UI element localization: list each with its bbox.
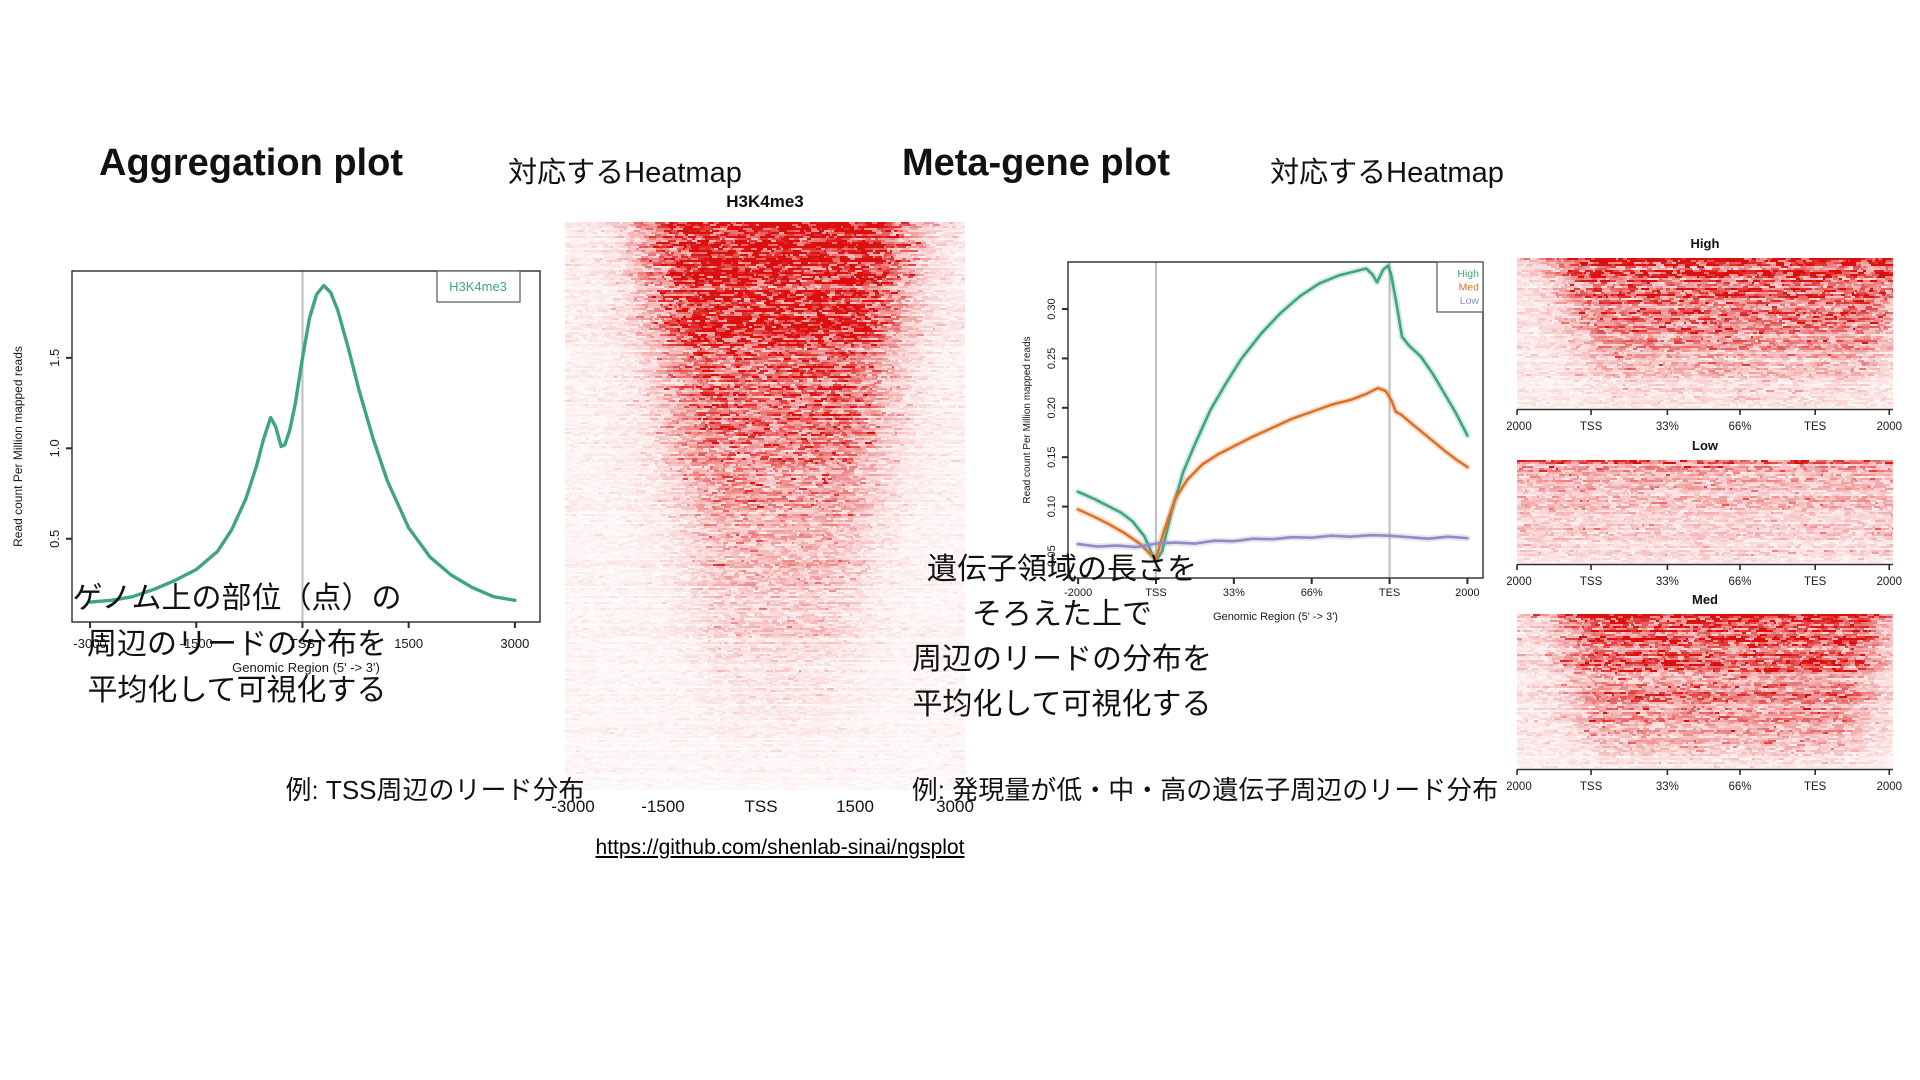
h3k4me3-heatmap (565, 222, 965, 790)
svg-text:2000: 2000 (1876, 421, 1902, 433)
right-example-caption: 例: 発現量が低・中・高の遺伝子周辺のリード分布 (911, 775, 1499, 805)
left-note-line: 周辺のリードの分布を (87, 628, 387, 661)
left-heatmap-tick-label: -1500 (641, 797, 685, 816)
heatmap-low (1517, 460, 1893, 563)
left-note-line: ゲノム上の部位（点）の (72, 582, 402, 615)
svg-text:0.20: 0.20 (1046, 397, 1058, 418)
svg-text:TSS: TSS (290, 636, 316, 651)
svg-text:66%: 66% (1301, 587, 1323, 599)
metagene-line-chart: -2000 TSS 33% 66% TES 2000 0.05 0.10 0.15 0.20 0.2… (1022, 261, 1484, 623)
heatmap-low-title: Low (1692, 438, 1718, 453)
svg-text:3000: 3000 (500, 636, 529, 651)
heatmap-med-axis: -2000 TSS 33% 66% TES 2000 (1507, 768, 1902, 793)
svg-text:TES: TES (1804, 421, 1827, 433)
svg-text:Med: Med (1459, 282, 1480, 294)
svg-text:TSS: TSS (1580, 781, 1603, 793)
svg-text:2000: 2000 (1876, 576, 1902, 588)
heatmap-high-axis: -2000 TSS 33% 66% TES 2000 (1507, 408, 1902, 433)
svg-text:-3000: -3000 (73, 636, 106, 651)
heatmap-med-title: Med (1692, 592, 1718, 607)
left-heatmap-tick-label: TSS (744, 797, 778, 816)
left-note: ゲノム上の部位（点）の 周辺のリードの分布を 平均化して可視化する (37, 576, 437, 714)
svg-text:33%: 33% (1656, 576, 1679, 588)
svg-text:66%: 66% (1728, 576, 1751, 588)
svg-text:TES: TES (1804, 576, 1827, 588)
left-note-line: 平均化して可視化する (87, 674, 387, 707)
aggregation-plot-title: Aggregation plot (99, 142, 403, 184)
right-note-line: そろえた上で (972, 598, 1152, 631)
svg-text:0.05: 0.05 (1046, 545, 1058, 566)
svg-text:0.25: 0.25 (1046, 348, 1058, 369)
svg-text:-1500: -1500 (180, 636, 213, 651)
left-heatmap-title: H3K4me3 (726, 192, 804, 211)
svg-text:1.0: 1.0 (47, 439, 62, 457)
svg-text:2000: 2000 (1876, 781, 1902, 793)
left-heatmap-tick-label: 1500 (836, 797, 874, 816)
left-example-caption: 例: TSS周辺のリード分布 (285, 775, 585, 805)
svg-text:TES: TES (1804, 781, 1827, 793)
right-heatmap-header: 対応するHeatmap (1270, 157, 1504, 189)
aggregation-line-chart: -3000 -1500 TSS 1500 3000 0.5 1.0 1.5 Genomic Re… (11, 270, 541, 675)
svg-text:1500: 1500 (394, 636, 423, 651)
svg-text:1.5: 1.5 (47, 349, 62, 367)
svg-text:66%: 66% (1728, 781, 1751, 793)
svg-text:TSS: TSS (1580, 576, 1603, 588)
svg-text:H3K4me3: H3K4me3 (449, 279, 507, 294)
svg-text:Read count Per Million mapped: Read count Per Million mapped reads (1022, 336, 1033, 503)
left-heatmap-tick-label: -3000 (551, 797, 595, 816)
svg-text:-2000: -2000 (1507, 421, 1532, 433)
svg-text:66%: 66% (1728, 421, 1751, 433)
heatmap-high (1517, 258, 1893, 408)
heatmap-med (1517, 614, 1893, 768)
left-heatmap-axis-labels: -3000 -1500 TSS 1500 3000 (551, 797, 974, 823)
svg-text:TES: TES (1379, 587, 1400, 599)
footer: https://github.com/shenlab-sinai/ngsplot (560, 836, 1000, 860)
right-note-line: 遺伝子領域の長さを (927, 553, 1197, 586)
metagene-plot-title: Meta-gene plot (901, 142, 1171, 184)
svg-text:Genomic Region (5' -> 3'): Genomic Region (5' -> 3') (1213, 611, 1338, 623)
left-heatmap-header: 対応するHeatmap (508, 157, 742, 189)
svg-text:Genomic Region (5' -> 3'): Genomic Region (5' -> 3') (232, 660, 380, 675)
svg-text:0.30: 0.30 (1046, 298, 1058, 319)
svg-text:33%: 33% (1656, 781, 1679, 793)
svg-text:TSS: TSS (1580, 421, 1603, 433)
svg-text:Read count Per Million mapped: Read count Per Million mapped reads (11, 346, 25, 547)
svg-text:Low: Low (1460, 295, 1480, 307)
heatmap-high-title: High (1690, 236, 1720, 251)
left-heatmap-tick-label: 3000 (936, 797, 974, 816)
svg-text:33%: 33% (1223, 587, 1245, 599)
svg-text:High: High (1457, 268, 1479, 280)
right-note-line: 平均化して可視化する (912, 688, 1212, 721)
svg-text:0.10: 0.10 (1046, 496, 1058, 517)
svg-text:-2000: -2000 (1507, 576, 1532, 588)
svg-text:TSS: TSS (1145, 587, 1166, 599)
source-url-link[interactable]: https://github.com/shenlab-sinai/ngsplot (595, 836, 965, 859)
right-note: 遺伝子領域の長さを そろえた上で 周辺のリードの分布を 平均化して可視化する (862, 547, 1262, 727)
svg-text:0.5: 0.5 (47, 530, 62, 548)
svg-text:-2000: -2000 (1507, 781, 1532, 793)
right-note-line: 周辺のリードの分布を (912, 643, 1212, 676)
svg-text:-2000: -2000 (1064, 587, 1092, 599)
svg-text:2000: 2000 (1455, 587, 1479, 599)
heatmap-low-axis: -2000 TSS 33% 66% TES 2000 (1507, 563, 1902, 588)
svg-text:33%: 33% (1656, 421, 1679, 433)
svg-text:0.15: 0.15 (1046, 446, 1058, 467)
